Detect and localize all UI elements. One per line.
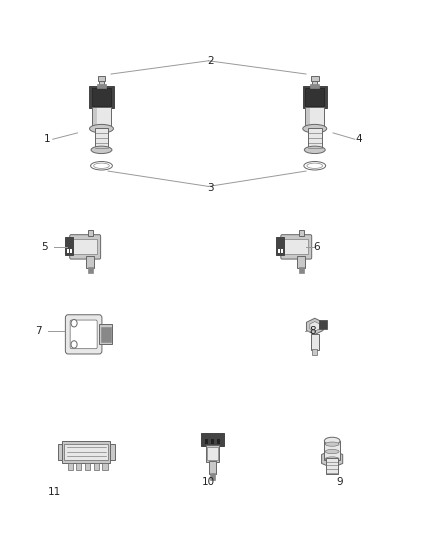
Bar <box>207 447 218 459</box>
Ellipse shape <box>325 449 339 454</box>
Ellipse shape <box>325 442 339 446</box>
Text: 3: 3 <box>207 183 214 193</box>
Ellipse shape <box>89 124 113 133</box>
Bar <box>311 334 319 350</box>
Text: 6: 6 <box>314 242 320 252</box>
FancyBboxPatch shape <box>65 315 102 354</box>
Bar <box>58 444 62 460</box>
FancyBboxPatch shape <box>281 235 312 259</box>
Bar <box>93 109 97 127</box>
Bar <box>312 349 318 355</box>
Bar <box>97 84 106 88</box>
Bar <box>303 86 327 109</box>
Bar <box>76 463 81 470</box>
Bar <box>88 267 93 273</box>
Bar <box>326 458 338 474</box>
Circle shape <box>71 319 77 327</box>
Bar <box>205 445 219 462</box>
Bar <box>297 256 305 268</box>
Bar <box>299 230 304 236</box>
Bar <box>99 81 104 93</box>
Bar <box>217 439 220 443</box>
Ellipse shape <box>304 146 325 154</box>
Ellipse shape <box>307 163 322 168</box>
Bar <box>305 88 324 107</box>
Bar <box>70 249 72 253</box>
Bar <box>284 239 308 254</box>
Bar <box>324 441 340 460</box>
Text: 5: 5 <box>42 242 48 252</box>
Bar <box>306 109 311 127</box>
Bar <box>101 327 111 342</box>
Polygon shape <box>307 318 323 335</box>
Ellipse shape <box>91 146 112 154</box>
Bar <box>312 81 318 93</box>
Bar <box>201 433 224 446</box>
Ellipse shape <box>91 161 113 170</box>
Text: 10: 10 <box>201 477 215 487</box>
Bar <box>94 463 99 470</box>
Text: 8: 8 <box>309 326 316 336</box>
Polygon shape <box>310 321 320 331</box>
Text: 2: 2 <box>207 56 214 66</box>
Ellipse shape <box>94 163 110 168</box>
Bar <box>281 249 283 253</box>
Bar <box>86 256 94 268</box>
Text: 1: 1 <box>44 134 50 144</box>
Bar <box>208 461 216 474</box>
Bar <box>308 127 322 150</box>
Bar <box>92 108 111 128</box>
Bar <box>92 88 111 107</box>
Bar <box>276 237 284 255</box>
Ellipse shape <box>325 457 339 461</box>
Bar <box>88 230 93 236</box>
Bar <box>98 76 106 81</box>
Bar <box>67 249 69 253</box>
Polygon shape <box>321 450 343 468</box>
Circle shape <box>71 341 77 348</box>
Bar <box>311 76 319 81</box>
Bar <box>211 439 214 443</box>
Text: 4: 4 <box>355 134 362 144</box>
Bar <box>99 324 113 344</box>
Bar <box>95 127 109 150</box>
Bar <box>89 86 114 109</box>
Bar <box>67 463 73 470</box>
Bar <box>319 320 327 328</box>
Bar <box>102 463 108 470</box>
Text: 9: 9 <box>337 477 343 487</box>
Bar <box>73 239 97 254</box>
Ellipse shape <box>303 124 327 133</box>
Ellipse shape <box>324 437 340 445</box>
Bar <box>210 473 215 480</box>
Text: 7: 7 <box>35 326 42 336</box>
Bar <box>299 267 304 273</box>
Bar <box>62 441 110 463</box>
FancyBboxPatch shape <box>70 235 101 259</box>
Ellipse shape <box>304 161 325 170</box>
Text: 11: 11 <box>48 487 62 497</box>
Bar <box>110 444 115 460</box>
FancyBboxPatch shape <box>70 320 97 349</box>
Bar <box>311 84 319 88</box>
Bar <box>64 444 109 460</box>
Bar <box>278 249 280 253</box>
Bar <box>85 463 90 470</box>
Bar <box>305 108 324 128</box>
Bar <box>205 439 208 443</box>
Bar <box>65 237 73 255</box>
